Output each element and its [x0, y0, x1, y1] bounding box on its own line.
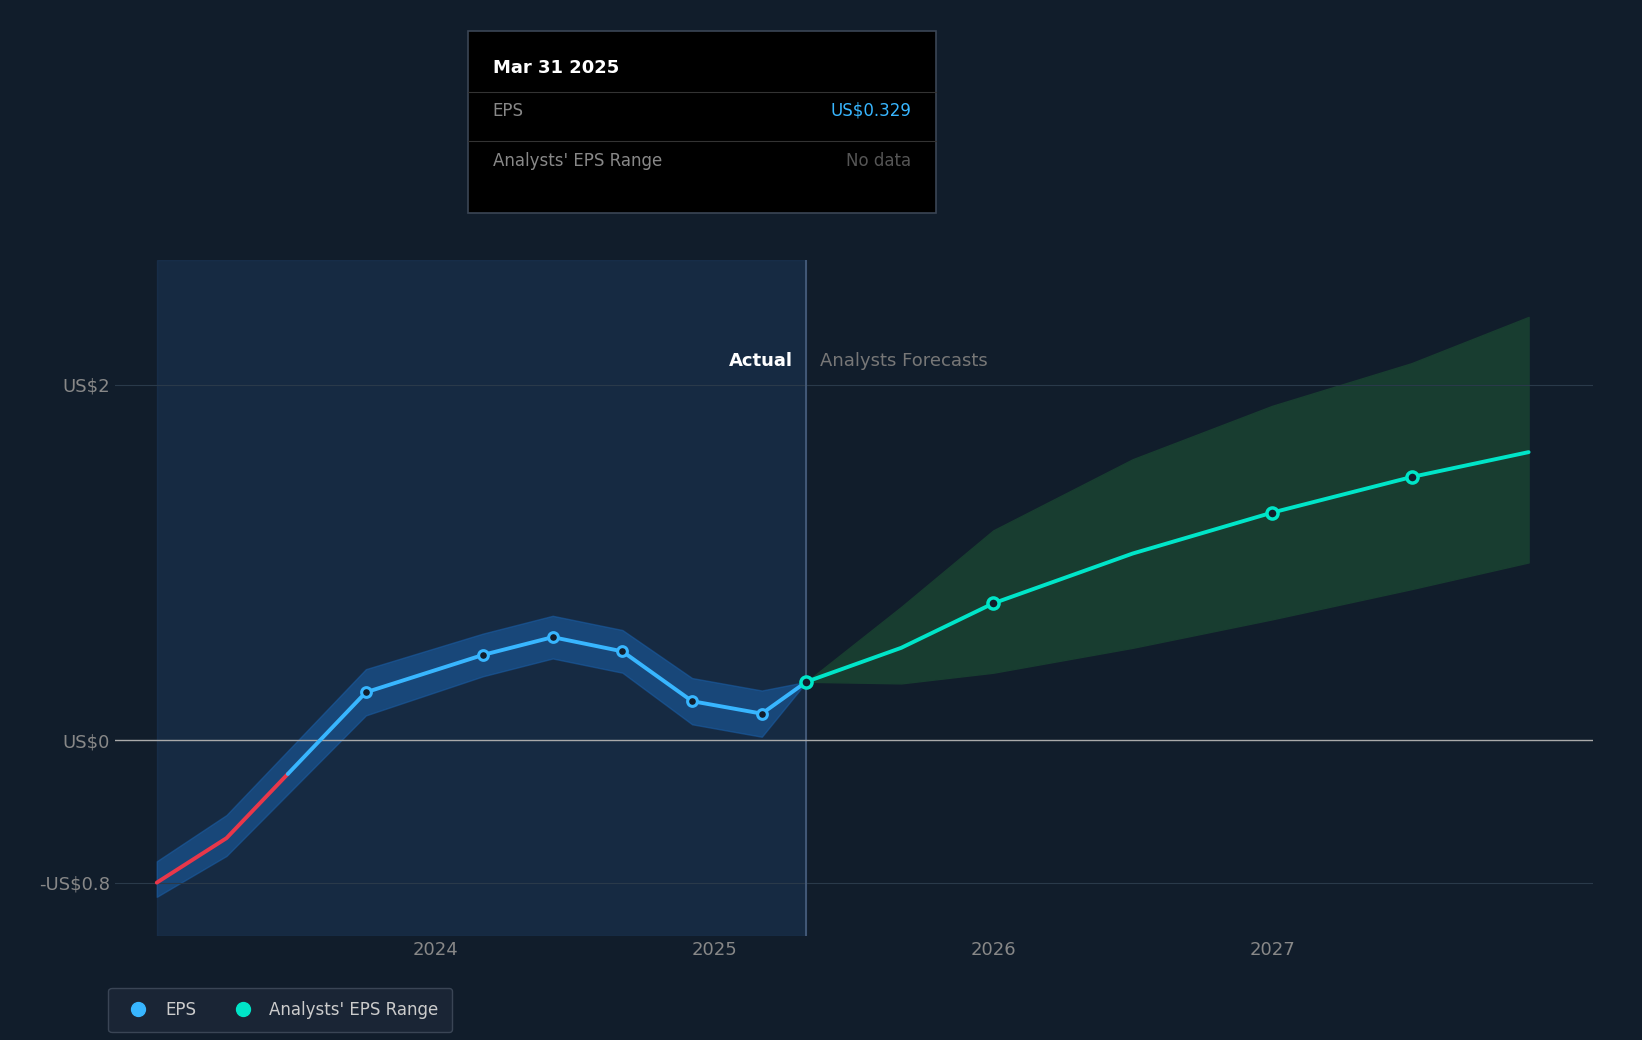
- Text: No data: No data: [846, 152, 911, 170]
- Legend: EPS, Analysts' EPS Range: EPS, Analysts' EPS Range: [108, 988, 452, 1033]
- Text: Analysts Forecasts: Analysts Forecasts: [821, 353, 988, 370]
- Text: Mar 31 2025: Mar 31 2025: [493, 59, 619, 77]
- Bar: [156, 260, 806, 936]
- Text: Actual: Actual: [729, 353, 793, 370]
- Text: Analysts' EPS Range: Analysts' EPS Range: [493, 152, 662, 170]
- Text: US$0.329: US$0.329: [831, 102, 911, 120]
- Text: EPS: EPS: [493, 102, 524, 120]
